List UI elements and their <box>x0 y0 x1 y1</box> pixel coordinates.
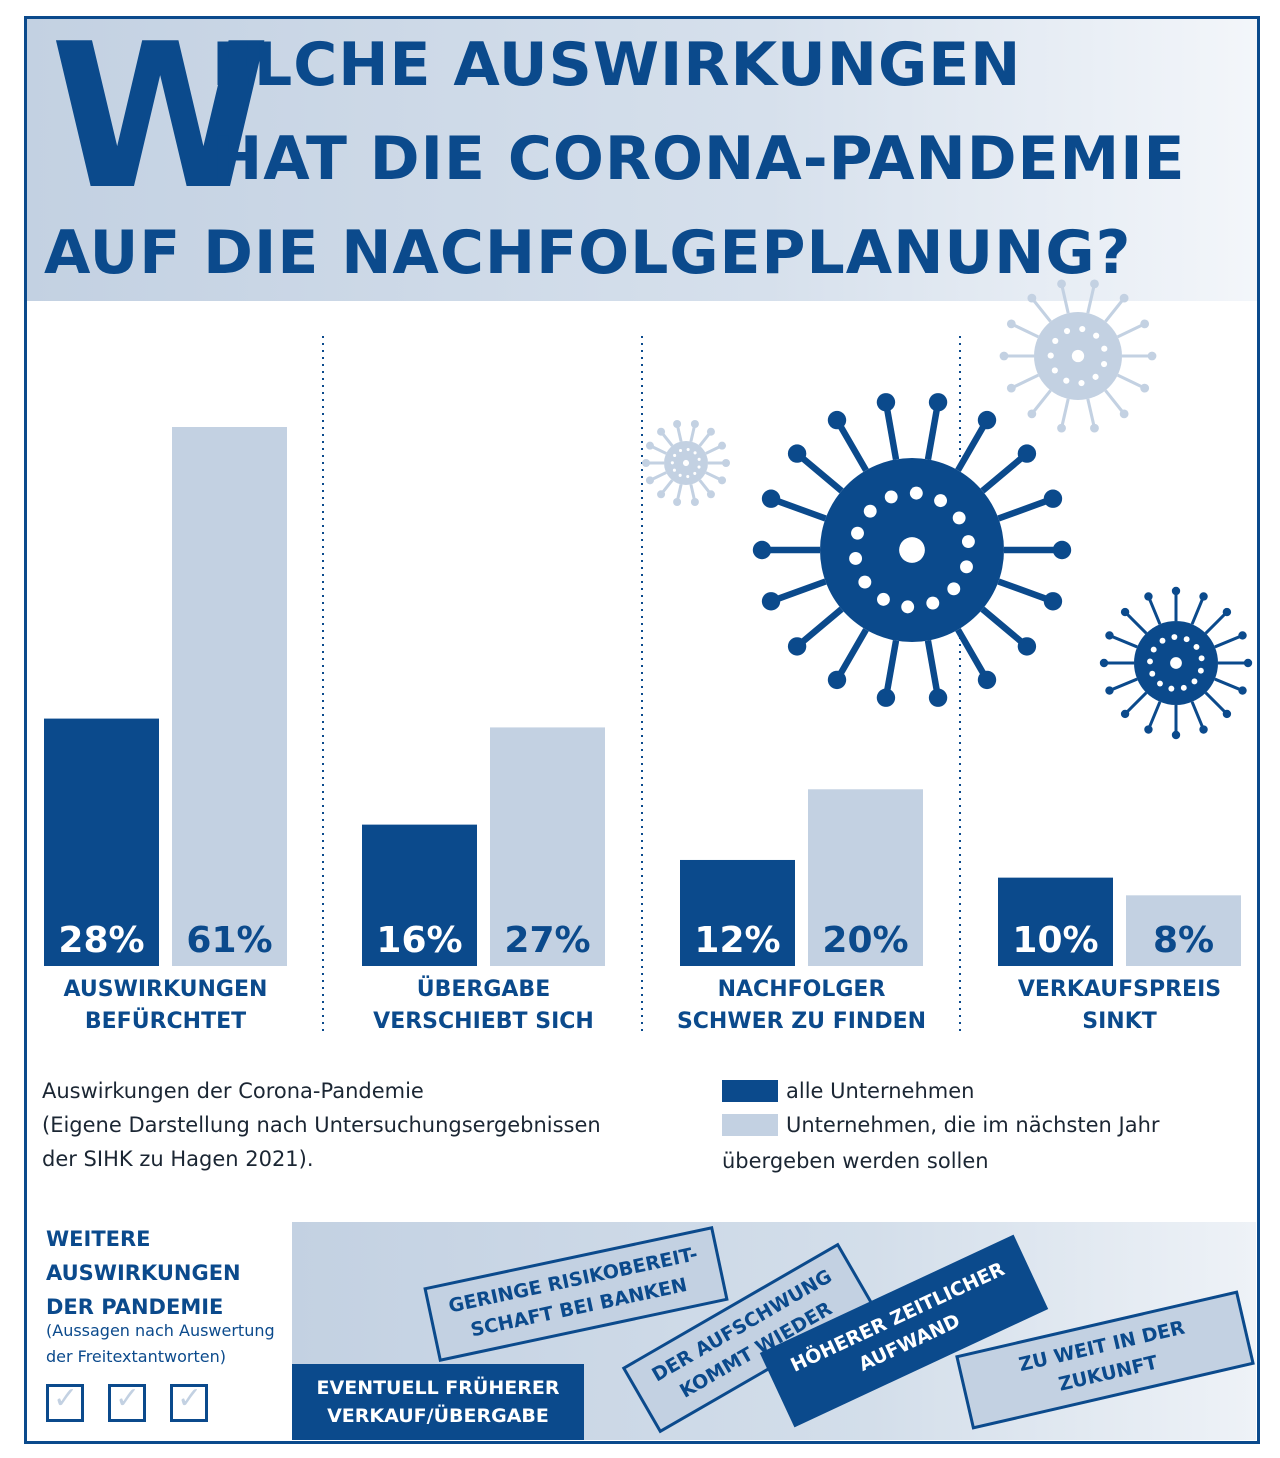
legend-label-next-year-2: übergeben werden sollen <box>722 1149 989 1173</box>
bar-value-label: 20% <box>822 920 908 961</box>
source-line-2: (Eigene Darstellung nach Untersuchungser… <box>42 1113 601 1137</box>
statement-frueher-verkauf: EVENTUELL FRÜHERER VERKAUF/ÜBERGABE <box>292 1364 584 1440</box>
category-label-line: ÜBERGABE <box>416 977 551 1002</box>
bar-next-year-2 <box>808 789 923 966</box>
category-label: ÜBERGABE VERSCHIEBT SICH <box>334 974 634 1038</box>
chart-bars: 28% 16% 12% 10% 61% 27% 20% 8% <box>44 427 1241 966</box>
source-line-3: der SIHK zu Hagen 2021). <box>42 1147 314 1171</box>
category-label: AUSWIRKUNGEN BEFÜRCHTET <box>16 974 316 1038</box>
category-label: NACHFOLGER SCHWER ZU FINDEN <box>652 974 952 1038</box>
bar-next-year-1 <box>490 727 605 966</box>
side-note: (Aussagen nach Auswertung der Freitextan… <box>46 1318 275 1370</box>
legend-swatch-next-year <box>722 1114 778 1136</box>
category-label-line: VERSCHIEBT SICH <box>373 1009 594 1034</box>
category-label-line: VERKAUFSPREIS <box>1017 977 1222 1002</box>
checkbox-icon: ✓ <box>108 1381 146 1422</box>
title-line-2: HAT DIE CORONA-PANDEMIE <box>212 124 1186 194</box>
chart-source: Auswirkungen der Corona-Pandemie (Eigene… <box>42 1074 682 1176</box>
virus-icon <box>1099 586 1253 740</box>
bar-value-label: 28% <box>58 920 144 961</box>
side-note-line-2: der Freitextantworten) <box>46 1347 226 1366</box>
bar-all-3 <box>998 877 1113 966</box>
source-line-1: Auswirkungen der Corona-Pandemie <box>42 1079 424 1103</box>
legend-label-all: alle Unternehmen <box>786 1079 975 1103</box>
category-label-line: NACHFOLGER <box>717 977 886 1002</box>
title-line-1: ELCHE AUSWIRKUNGEN <box>212 30 1022 100</box>
checkbox-icon: ✓ <box>170 1381 208 1422</box>
category-label-line: AUSWIRKUNGEN <box>63 977 268 1002</box>
bar-all-1 <box>362 824 477 966</box>
category-label-line: BEFÜRCHTET <box>84 1009 247 1034</box>
title-band <box>27 19 1257 301</box>
statement-line: VERKAUF/ÜBERGABE <box>327 1405 549 1427</box>
bar-next-year-3 <box>1126 895 1241 966</box>
virus-illustrations <box>642 279 1253 740</box>
bar-next-year-0 <box>172 427 287 966</box>
category-label-line: SINKT <box>1082 1009 1157 1034</box>
virus-icon <box>999 279 1157 433</box>
bar-value-label: 12% <box>694 920 780 961</box>
legend-label-next-year-1: Unternehmen, die im nächsten Jahr <box>786 1113 1160 1137</box>
statement-line: EVENTUELL FRÜHERER <box>316 1377 560 1399</box>
bar-value-label: 8% <box>1153 920 1214 961</box>
side-title-line-3: DER PANDEMIE <box>46 1295 224 1319</box>
category-label-line: SCHWER ZU FINDEN <box>676 1009 927 1034</box>
side-title-line-1: WEITERE <box>46 1227 151 1251</box>
bar-all-2 <box>680 859 795 966</box>
bar-value-label: 61% <box>186 920 272 961</box>
category-label: VERKAUFSPREIS SINKT <box>970 974 1270 1038</box>
side-note-line-1: (Aussagen nach Auswertung <box>46 1321 275 1340</box>
side-title: WEITERE AUSWIRKUNGEN DER PANDEMIE <box>46 1222 241 1324</box>
bar-value-label: 27% <box>504 920 590 961</box>
virus-icon <box>752 393 1072 707</box>
checkbox-icon: ✓ <box>46 1381 84 1422</box>
bar-all-0 <box>44 718 159 966</box>
virus-icon <box>642 420 730 506</box>
legend-swatch-all <box>722 1080 778 1102</box>
title-line-3: AUF DIE NACHFOLGEPLANUNG? <box>44 218 1132 288</box>
bar-value-label: 10% <box>1012 920 1098 961</box>
bar-value-label: 16% <box>376 920 462 961</box>
title-initial: W <box>50 1 271 234</box>
side-title-line-2: AUSWIRKUNGEN <box>46 1261 241 1285</box>
